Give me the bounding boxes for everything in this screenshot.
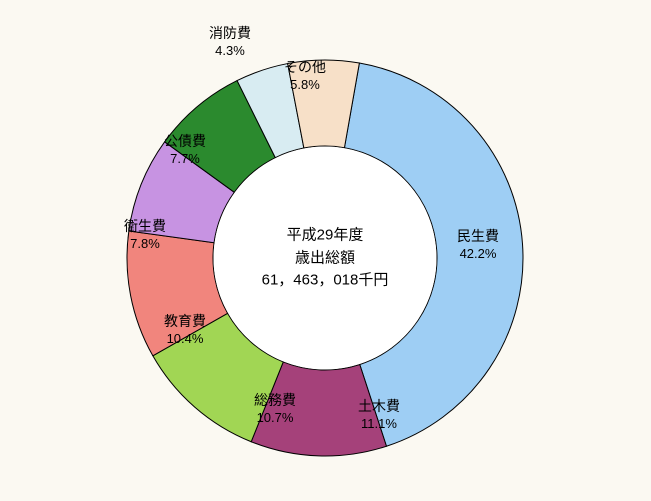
- expenditure-donut-chart: 平成29年度 歳出総額 61，463，018千円 民生費42.2%土木費11.1…: [0, 0, 651, 501]
- donut-svg: [0, 0, 651, 501]
- donut-hole: [214, 147, 437, 370]
